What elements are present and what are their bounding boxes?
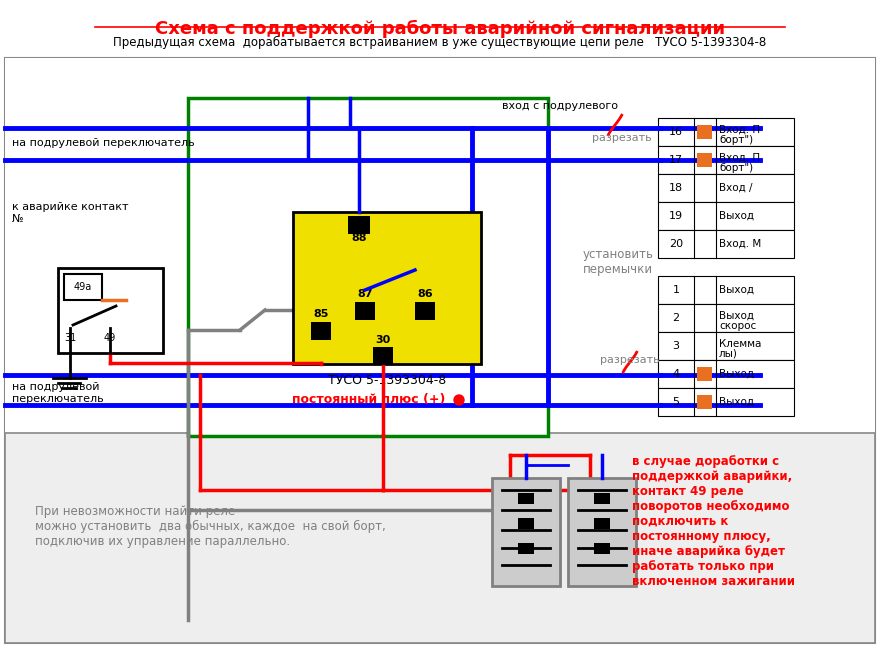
Text: борт"): борт") (719, 163, 753, 173)
Text: 87: 87 (358, 289, 373, 299)
Text: вход с подрулевого: вход с подрулевого (502, 101, 618, 111)
Bar (658, 146, 794, 174)
Text: разрезать: разрезать (600, 355, 660, 365)
Text: скорос: скорос (719, 321, 756, 331)
Bar (658, 388, 794, 416)
Bar (658, 118, 794, 146)
Text: 88: 88 (352, 233, 366, 243)
Bar (518, 543, 534, 554)
Bar (658, 332, 794, 360)
Text: 18: 18 (669, 183, 683, 193)
Text: Предыдущая схема  дорабатывается встраиванием в уже существующие цепи реле   ТУС: Предыдущая схема дорабатывается встраива… (114, 36, 766, 49)
Text: 86: 86 (418, 289, 433, 299)
Bar (568, 478, 636, 586)
Bar (658, 230, 794, 258)
Text: 19: 19 (669, 211, 683, 221)
Bar (492, 478, 560, 586)
Bar (594, 543, 610, 554)
Bar (658, 202, 794, 230)
Bar (697, 367, 712, 381)
Text: Выход: Выход (719, 211, 754, 221)
Bar (188, 98, 548, 436)
Bar (658, 304, 794, 332)
Text: 85: 85 (314, 309, 329, 319)
Text: 20: 20 (669, 239, 683, 249)
Text: Вход /: Вход / (719, 183, 752, 193)
Text: 17: 17 (669, 155, 683, 165)
Text: на подрулевой переключатель: на подрулевой переключатель (12, 138, 195, 148)
Circle shape (454, 395, 464, 405)
Text: постоянный плюс (+): постоянный плюс (+) (292, 393, 446, 406)
Bar (518, 518, 534, 529)
Text: 49a: 49a (74, 282, 93, 292)
Bar (348, 216, 370, 234)
Text: борт"): борт") (719, 135, 753, 145)
Bar (697, 153, 712, 167)
Bar (658, 360, 794, 388)
Text: Клемма: Клемма (719, 339, 761, 349)
Text: 4: 4 (672, 369, 679, 379)
Text: Выход: Выход (719, 397, 754, 407)
Bar (5, 58, 875, 433)
Text: Вход. П: Вход. П (719, 125, 760, 135)
Bar (658, 174, 794, 202)
Bar (697, 125, 712, 139)
Bar (594, 493, 610, 504)
Text: Вход. М: Вход. М (719, 239, 761, 249)
Bar (5, 433, 875, 643)
Text: на подрулевой
переключатель: на подрулевой переключатель (12, 382, 104, 404)
Text: Схема с поддержкой работы аварийной сигнализации: Схема с поддержкой работы аварийной сигн… (155, 20, 725, 38)
Text: Выход: Выход (719, 311, 754, 321)
Text: 31: 31 (64, 333, 76, 343)
Bar (5, 58, 875, 643)
Text: 5: 5 (672, 397, 679, 407)
Text: Выход: Выход (719, 369, 754, 379)
Bar (64, 274, 102, 300)
Bar (697, 395, 712, 409)
Text: установить
перемычки: установить перемычки (583, 248, 654, 276)
Text: 1: 1 (672, 285, 679, 295)
Text: При невозможности найти реле
можно установить  два обычных, каждое  на свой борт: При невозможности найти реле можно устан… (35, 505, 386, 548)
Text: 30: 30 (375, 335, 390, 345)
Bar (594, 518, 610, 529)
Text: 3: 3 (672, 341, 679, 351)
Text: разрезать: разрезать (592, 133, 652, 143)
Text: 49: 49 (104, 333, 116, 343)
Text: лы): лы) (719, 349, 738, 359)
Text: ТУСО 5-1393304-8: ТУСО 5-1393304-8 (328, 374, 446, 387)
Text: Вход. П: Вход. П (719, 153, 760, 163)
Bar (293, 212, 481, 364)
Text: к аварийке контакт
№: к аварийке контакт № (12, 202, 129, 223)
Text: в случае доработки с
поддержкой аварийки,
контакт 49 реле
поворотов необходимо
п: в случае доработки с поддержкой аварийки… (632, 455, 795, 588)
Text: Выход: Выход (719, 285, 754, 295)
Bar (518, 493, 534, 504)
Bar (415, 302, 435, 320)
Bar (311, 322, 331, 340)
Bar (355, 302, 375, 320)
Bar (658, 276, 794, 304)
Text: 2: 2 (672, 313, 679, 323)
Bar (373, 347, 393, 365)
Text: 16: 16 (669, 127, 683, 137)
Bar (58, 268, 163, 353)
